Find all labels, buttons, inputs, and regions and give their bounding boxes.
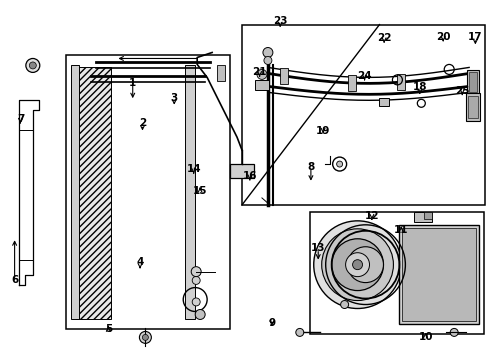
Text: 22: 22 [377, 33, 392, 43]
Circle shape [143, 334, 148, 340]
Circle shape [257, 69, 267, 80]
Bar [217, 66, 224, 81]
Circle shape [296, 328, 304, 336]
Bar [379, 98, 390, 106]
Text: 2: 2 [139, 118, 146, 128]
Text: 25: 25 [455, 86, 469, 96]
Circle shape [191, 267, 201, 276]
Text: 8: 8 [307, 162, 315, 172]
Bar [75, 67, 111, 319]
Text: 12: 12 [365, 211, 379, 221]
Bar [66, 55, 230, 329]
Circle shape [192, 298, 200, 306]
Circle shape [332, 239, 384, 291]
Circle shape [322, 229, 393, 301]
Bar [242, 24, 485, 205]
Circle shape [195, 310, 205, 319]
Text: 7: 7 [17, 114, 24, 124]
Text: 17: 17 [468, 32, 483, 42]
Bar [467, 71, 479, 94]
Circle shape [345, 253, 369, 276]
Circle shape [192, 276, 200, 284]
Circle shape [341, 301, 348, 309]
Bar [71, 66, 78, 319]
Text: 16: 16 [243, 171, 257, 181]
Text: 14: 14 [186, 164, 201, 174]
Text: 18: 18 [413, 82, 427, 92]
Circle shape [26, 58, 40, 72]
Text: 9: 9 [269, 319, 275, 328]
Bar [280, 68, 288, 84]
Text: 19: 19 [316, 126, 330, 135]
Circle shape [450, 328, 458, 336]
Circle shape [347, 247, 384, 283]
Text: 4: 4 [136, 257, 144, 267]
Circle shape [140, 332, 151, 343]
Bar [348, 75, 356, 91]
Bar [185, 66, 195, 319]
Bar [230, 164, 254, 178]
Text: 6: 6 [11, 275, 18, 285]
Circle shape [29, 62, 36, 69]
Text: 20: 20 [436, 32, 450, 41]
Text: 11: 11 [394, 225, 409, 235]
Circle shape [264, 57, 272, 64]
Circle shape [263, 48, 273, 58]
Text: 3: 3 [171, 93, 178, 103]
Text: 23: 23 [273, 17, 288, 27]
Bar [424, 212, 432, 219]
Bar [402, 228, 476, 321]
Circle shape [314, 221, 401, 309]
Text: 24: 24 [357, 71, 372, 81]
Text: 13: 13 [311, 243, 325, 253]
Bar [466, 93, 480, 121]
Bar [397, 74, 405, 90]
Circle shape [353, 260, 363, 270]
Text: 5: 5 [105, 324, 112, 334]
Bar [255, 80, 269, 90]
Bar [469, 72, 477, 92]
Text: 1: 1 [129, 78, 136, 88]
Circle shape [337, 161, 343, 167]
Bar [415, 212, 432, 222]
Text: 15: 15 [193, 186, 207, 196]
Text: 10: 10 [418, 332, 433, 342]
Text: 21: 21 [252, 67, 267, 77]
Bar [310, 212, 484, 334]
Bar [399, 225, 479, 324]
Bar [468, 96, 478, 118]
